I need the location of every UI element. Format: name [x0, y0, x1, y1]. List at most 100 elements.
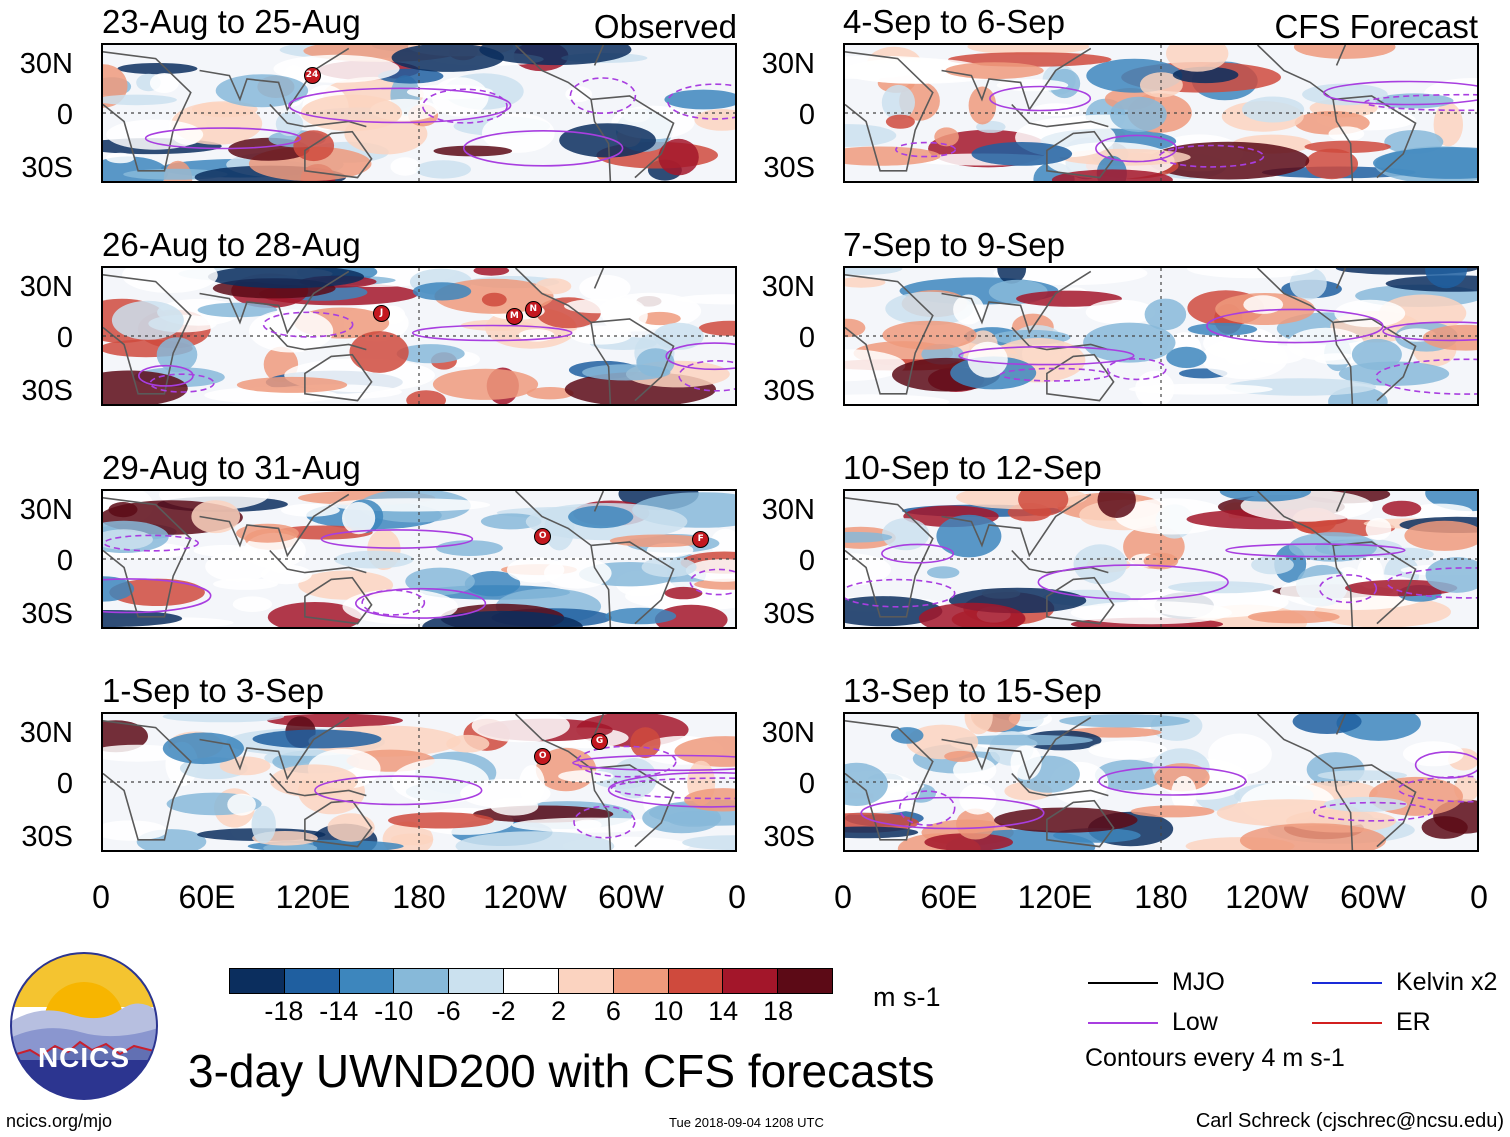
low-contour: [1206, 308, 1384, 344]
panel-title: 7-Sep to 9-Sep: [843, 226, 1065, 263]
anomaly-shade: [149, 73, 179, 93]
anomaly-shade: [1110, 96, 1167, 132]
anomaly-shade: [156, 337, 198, 373]
anomaly-shade: [684, 788, 735, 812]
anomaly-shade: [481, 113, 555, 153]
anomaly-shade: [971, 142, 1073, 166]
uwnd-map-panel: 24: [101, 43, 737, 183]
storm-marker: N: [524, 300, 542, 318]
lon-tick-label: 0: [92, 879, 110, 915]
footer-url[interactable]: ncics.org/mjo: [6, 1111, 113, 1131]
uwnd-map-panel: [843, 266, 1479, 406]
anomaly-shade: [1380, 547, 1434, 561]
anomaly-shade: [967, 341, 1008, 378]
storm-marker: J: [373, 304, 391, 322]
anomaly-shade: [1382, 500, 1422, 517]
anomaly-shade: [906, 724, 979, 760]
anomaly-shade: [994, 807, 1138, 833]
anomaly-shade: [535, 278, 572, 295]
coastline: [103, 491, 675, 627]
anomaly-shade: [558, 770, 614, 783]
anomaly-shade: [1425, 491, 1477, 512]
anomaly-shade: [565, 86, 593, 103]
anomaly-shade: [406, 390, 446, 404]
anomaly-shade: [1088, 740, 1168, 760]
lat-tick-label: 30N: [761, 271, 815, 303]
low-contour: [1414, 751, 1477, 779]
colorbar-swatch: [230, 969, 285, 993]
low-contour: [667, 83, 735, 120]
lon-tick-label: 0: [834, 879, 852, 915]
colorbar-swatch: [284, 969, 340, 993]
anomaly-shade: [193, 544, 258, 557]
anomaly-shade: [236, 523, 299, 543]
low-contour: [1397, 775, 1477, 803]
anomaly-shade: [1208, 733, 1272, 776]
anomaly-shade: [682, 835, 735, 850]
low-contour: [103, 578, 212, 614]
legend-label: MJO: [1172, 968, 1225, 996]
anomaly-shade: [471, 714, 570, 743]
colorbar-tick-label: -6: [436, 996, 461, 1026]
anomaly-shade: [579, 274, 631, 302]
lat-tick-label: 0: [798, 99, 815, 131]
low-contour: [958, 345, 1135, 366]
anomaly-shade: [103, 370, 188, 404]
anomaly-shade: [431, 77, 489, 117]
anomaly-shade: [845, 762, 888, 806]
lon-tick-label: 60W: [1340, 879, 1406, 915]
footer-author: Carl Schreck (cjschrec@ncsu.edu): [1195, 1110, 1504, 1132]
storm-marker: G: [591, 733, 609, 751]
panel-title: 26-Aug to 28-Aug: [102, 226, 361, 263]
anomaly-shade: [412, 282, 472, 301]
anomaly-shade: [342, 589, 458, 625]
anomaly-shade: [122, 268, 218, 293]
colorbar-swatch: [668, 969, 724, 993]
anomaly-shade: [1239, 823, 1387, 850]
anomaly-shade: [845, 596, 943, 627]
low-contour: [569, 77, 637, 115]
anomaly-shade: [845, 553, 891, 586]
lon-tick-label: 60E: [178, 879, 236, 915]
anomaly-shade: [432, 368, 539, 400]
low-contour: [1225, 543, 1406, 558]
storm-marker: O: [534, 748, 552, 766]
legend-swatch-line: [1312, 982, 1382, 984]
colorbar-swatch: [613, 969, 669, 993]
lon-tick-label: 120E: [275, 879, 351, 915]
anomaly-shade: [1144, 298, 1187, 331]
lat-tick-label: 30N: [761, 717, 815, 749]
anomaly-shade: [934, 127, 959, 147]
anomaly-shade: [927, 566, 960, 579]
low-contour: [1098, 766, 1247, 796]
anomaly-shade: [1073, 544, 1127, 585]
lat-tick-label: 30S: [21, 821, 73, 853]
anomaly-shade: [103, 720, 148, 753]
anomaly-shade: [1293, 45, 1396, 59]
lat-tick-label: 0: [798, 322, 815, 354]
anomaly-shade: [103, 94, 177, 106]
low-contour: [1313, 801, 1434, 822]
colorbar-units: m s-1: [873, 982, 941, 1012]
anomaly-shade: [388, 812, 494, 829]
low-contour: [1375, 358, 1477, 395]
anomaly-shade: [845, 826, 919, 839]
anomaly-shade: [1407, 503, 1473, 520]
low-contour: [881, 543, 955, 564]
anomaly-shade: [390, 157, 421, 176]
lat-tick-label: 30S: [763, 375, 815, 407]
anomaly-shade: [967, 45, 1090, 55]
low-contour: [1386, 567, 1477, 599]
lat-tick-label: 0: [798, 545, 815, 577]
anomaly-shade: [349, 331, 409, 373]
anomaly-shade: [654, 604, 728, 627]
storm-marker: F: [692, 530, 710, 548]
low-contour: [103, 534, 200, 552]
anomaly-shade: [1187, 322, 1258, 336]
low-contour: [144, 127, 302, 150]
anomaly-shade: [559, 123, 656, 158]
lat-tick-label: 30S: [21, 598, 73, 630]
anomaly-shade: [885, 114, 915, 129]
